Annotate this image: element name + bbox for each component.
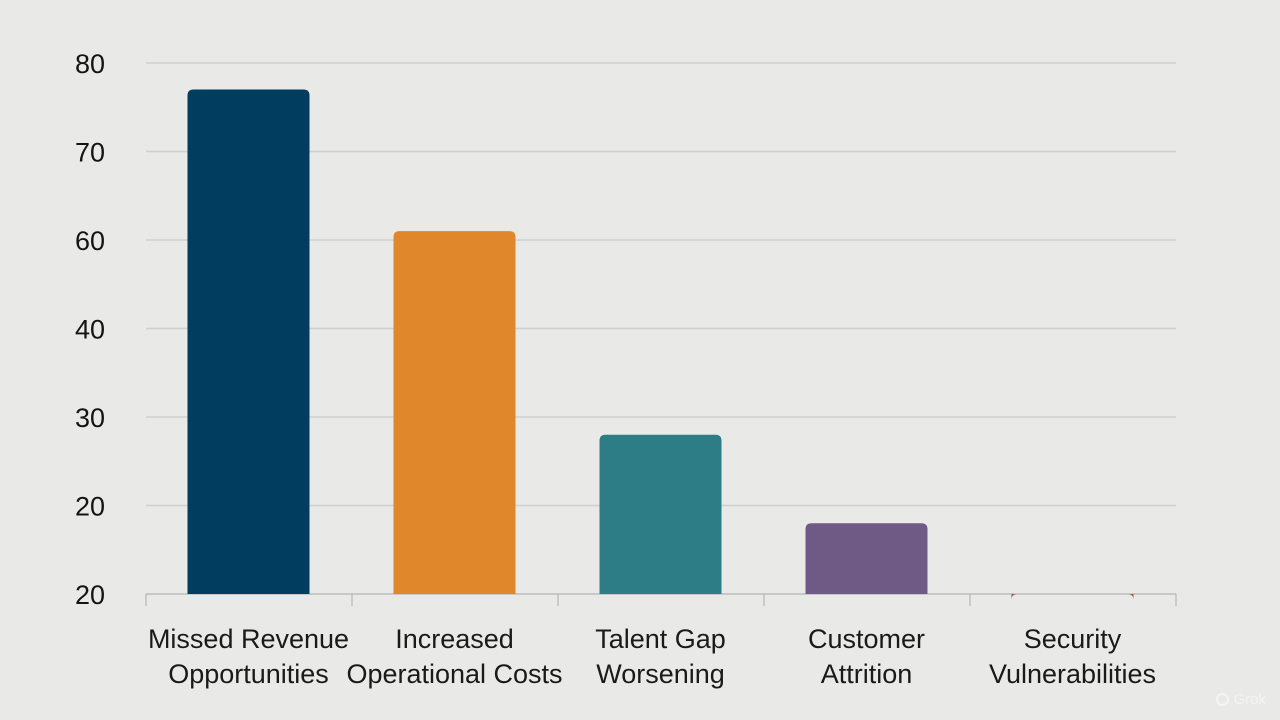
grid-lines	[145, 62, 1177, 606]
x-category-label: Increased	[395, 624, 514, 654]
y-tick-label: 40	[75, 315, 105, 345]
bar	[187, 89, 310, 595]
x-category-label: Opportunities	[168, 659, 329, 689]
y-tick-label: 70	[75, 138, 105, 168]
y-tick-label: 30	[75, 403, 105, 433]
x-category-label: Security	[1024, 624, 1122, 654]
x-category-label: Worsening	[596, 659, 725, 689]
y-tick-label: 80	[75, 49, 105, 79]
bar	[1011, 594, 1134, 600]
watermark: Grok	[1216, 691, 1266, 708]
x-category-label: Vulnerabilities	[989, 659, 1156, 689]
y-tick-label: 20	[75, 492, 105, 522]
x-category-label: Missed Revenue	[148, 624, 349, 654]
bar	[805, 523, 928, 594]
watermark-text: Grok	[1233, 691, 1266, 708]
y-tick-label: 60	[75, 226, 105, 256]
bars	[187, 89, 1134, 600]
x-category-label: Operational Costs	[346, 659, 562, 689]
x-category-label: Talent Gap	[595, 624, 726, 654]
y-axis-ticks: 20 20 30 40 60 70 80	[75, 49, 105, 610]
x-category-label: Attrition	[821, 659, 913, 689]
x-axis-labels: Missed Revenue Opportunities Increased Oper…	[148, 624, 1156, 689]
y-tick-label: 20	[75, 580, 105, 610]
grok-logo-icon	[1216, 693, 1230, 706]
bar	[393, 231, 516, 594]
bar	[599, 434, 722, 594]
x-category-label: Customer	[808, 624, 925, 654]
